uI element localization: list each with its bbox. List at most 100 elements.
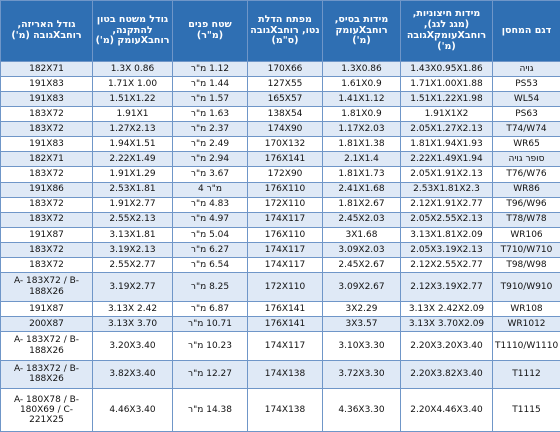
column-header: דגם המחסן xyxy=(492,0,560,62)
table-cell: 5.04 מ"ר xyxy=(172,226,248,243)
table-cell: 3X1.68 xyxy=(322,226,401,243)
table-cell: 3.13X 3.70 xyxy=(92,315,173,332)
table-cell: 2.20X4.46X3.40 xyxy=(400,388,493,432)
table-row: T74/W74 2.05X1.27X2.13 1.17X2.03 174X90 2.37… xyxy=(0,121,560,138)
table-cell: 174X90 xyxy=(247,121,323,138)
table-cell: 172X90 xyxy=(247,166,323,183)
table-cell: 10.23 מ"ר xyxy=(172,330,248,361)
table-cell: 127X55 xyxy=(247,76,323,93)
table-cell: 1.12 מ"ר xyxy=(172,60,248,78)
table-cell: 3.13X1.81 xyxy=(92,226,173,243)
table-row: T710/W710 2.05X3.19X2.13 3.09X2.03 174X117 6… xyxy=(0,241,560,258)
table-cell: 2.45X2.03 xyxy=(322,211,401,228)
table-cell: 1.91X1X2 xyxy=(400,106,493,123)
model-cell: גויה xyxy=(492,60,560,78)
table-cell: 8.25 מ"ר xyxy=(172,271,248,302)
table-row: PS63 1.91X1X2 1.81X0.9 138X54 1.63 מ"ר 1.91X1… xyxy=(0,106,560,123)
table-cell: 176X110 xyxy=(247,181,323,198)
table-row: T1115 2.20X4.46X3.40 4.36X3.30 174X138 14.38… xyxy=(0,388,560,432)
table-cell: 191X87 xyxy=(0,300,93,317)
table-row: גויה 1.43X0.95X1.86 1.3X0.86 170X66 1.12 מ"ר… xyxy=(0,60,560,78)
table-cell: 10.71 מ"ר xyxy=(172,315,248,332)
table-cell: 191X86 xyxy=(0,181,93,198)
table-cell: 2.20X3.20X3.40 xyxy=(400,330,493,361)
table-cell: 2.55X2.13 xyxy=(92,211,173,228)
model-cell: PS63 xyxy=(492,106,560,123)
table-cell: 191X83 xyxy=(0,91,93,108)
table-cell: 183X72 xyxy=(0,166,93,183)
table-cell: 14.38 מ"ר xyxy=(172,388,248,432)
table-cell: 183X72 xyxy=(0,241,93,258)
table-cell: 3.19X2.77 xyxy=(92,271,173,302)
table-cell: 191X87 xyxy=(0,226,93,243)
table-cell: 2.41X1.68 xyxy=(322,181,401,198)
table-cell: 1.63 מ"ר xyxy=(172,106,248,123)
table-cell: 1.41X1.12 xyxy=(322,91,401,108)
column-header: גודל האריזה, רוחבXגובה (מ') xyxy=(0,0,93,62)
table-cell: 191X83 xyxy=(0,136,93,153)
table-cell: 170X66 xyxy=(247,60,323,78)
table-cell: 1.3X0.86 xyxy=(322,60,401,78)
table-cell: 3.72X3.30 xyxy=(322,359,401,390)
table-cell: 1.81X0.9 xyxy=(322,106,401,123)
table-cell: 2.53X1.81 xyxy=(92,181,173,198)
table-cell: 2.05X1.91X2.13 xyxy=(400,166,493,183)
model-cell: T76/W76 xyxy=(492,166,560,183)
table-cell: 176X141 xyxy=(247,151,323,168)
table-cell: 3.20X3.40 xyxy=(92,330,173,361)
table-cell: 2.12X1.91X2.77 xyxy=(400,196,493,213)
table-cell: 183X72 xyxy=(0,106,93,123)
table-cell: 182X71 xyxy=(0,151,93,168)
table-cell: 174X117 xyxy=(247,256,323,273)
table-cell: 172X110 xyxy=(247,271,323,302)
table-cell: 3.13X 2.42 xyxy=(92,300,173,317)
table-cell: 1.51X1.22X1.98 xyxy=(400,91,493,108)
model-cell: T710/W710 xyxy=(492,241,560,258)
column-header: מידות בסיס, רוחבXעומק (מ') xyxy=(322,0,401,62)
table-cell: 2.12X2.55X2.77 xyxy=(400,256,493,273)
table-cell: 2.05X2.55X2.13 xyxy=(400,211,493,228)
table-cell: מ"ר 4 xyxy=(172,181,248,198)
table-row: T910/W910 2.12X3.19X2.77 3.09X2.67 172X110 8… xyxy=(0,271,560,302)
table-cell: 165X57 xyxy=(247,91,323,108)
table-row: WR86 2.53X1.81X2.3 2.41X1.68 176X110 מ"ר 4 2.… xyxy=(0,181,560,198)
table-row: T1110/W1110 2.20X3.20X3.40 3.10X3.30 174X11… xyxy=(0,330,560,361)
table-cell: 191X83 xyxy=(0,76,93,93)
table-cell: 6.87 מ"ר xyxy=(172,300,248,317)
table-cell: 1.27X2.13 xyxy=(92,121,173,138)
table-cell: 1.71X1.00X1.88 xyxy=(400,76,493,93)
column-header: מידות חיצוניות, (מגג לגג), רוחבXעומקXגוב… xyxy=(400,0,493,62)
table-cell: 176X141 xyxy=(247,315,323,332)
table-cell: 1.81X2.67 xyxy=(322,196,401,213)
table-row: T98/W98 2.12X2.55X2.77 2.45X2.67 174X117 6.5… xyxy=(0,256,560,273)
table-cell: 3.13X 2.42X2.09 xyxy=(400,300,493,317)
table-cell: 1.61X0.9 xyxy=(322,76,401,93)
table-row: T1112 2.20X3.82X3.40 3.72X3.30 174X138 12.27… xyxy=(0,359,560,390)
model-cell: T74/W74 xyxy=(492,121,560,138)
table-cell: 3.13X1.81X2.09 xyxy=(400,226,493,243)
model-cell: T78/W78 xyxy=(492,211,560,228)
table-cell: 174X117 xyxy=(247,211,323,228)
table-cell: 1.91X1 xyxy=(92,106,173,123)
model-cell: WR106 xyxy=(492,226,560,243)
table-cell: 174X117 xyxy=(247,241,323,258)
table-cell: 6.54 מ"ר xyxy=(172,256,248,273)
table-cell: 183X72 xyxy=(0,121,93,138)
table-cell: 200X87 xyxy=(0,315,93,332)
table-cell: 3.19X2.13 xyxy=(92,241,173,258)
model-cell: PS53 xyxy=(492,76,560,93)
table-cell: 2.12X3.19X2.77 xyxy=(400,271,493,302)
table-row: WR108 3.13X 2.42X2.09 3X2.29 176X141 6.87 מ"… xyxy=(0,300,560,317)
table-cell: 2.49 מ"ר xyxy=(172,136,248,153)
table-cell: 2.22X1.49X1.94 xyxy=(400,151,493,168)
model-cell: WR65 xyxy=(492,136,560,153)
table-cell: 174X138 xyxy=(247,388,323,432)
table-cell: 2.1X1.4 xyxy=(322,151,401,168)
table-row: T78/W78 2.05X2.55X2.13 2.45X2.03 174X117 4.9… xyxy=(0,211,560,228)
table-row: WR106 3.13X1.81X2.09 3X1.68 176X110 5.04 מ"ר… xyxy=(0,226,560,243)
table-cell: 1.81X1.73 xyxy=(322,166,401,183)
model-cell: WR108 xyxy=(492,300,560,317)
table-row: WL54 1.51X1.22X1.98 1.41X1.12 165X57 1.57 מ"… xyxy=(0,91,560,108)
